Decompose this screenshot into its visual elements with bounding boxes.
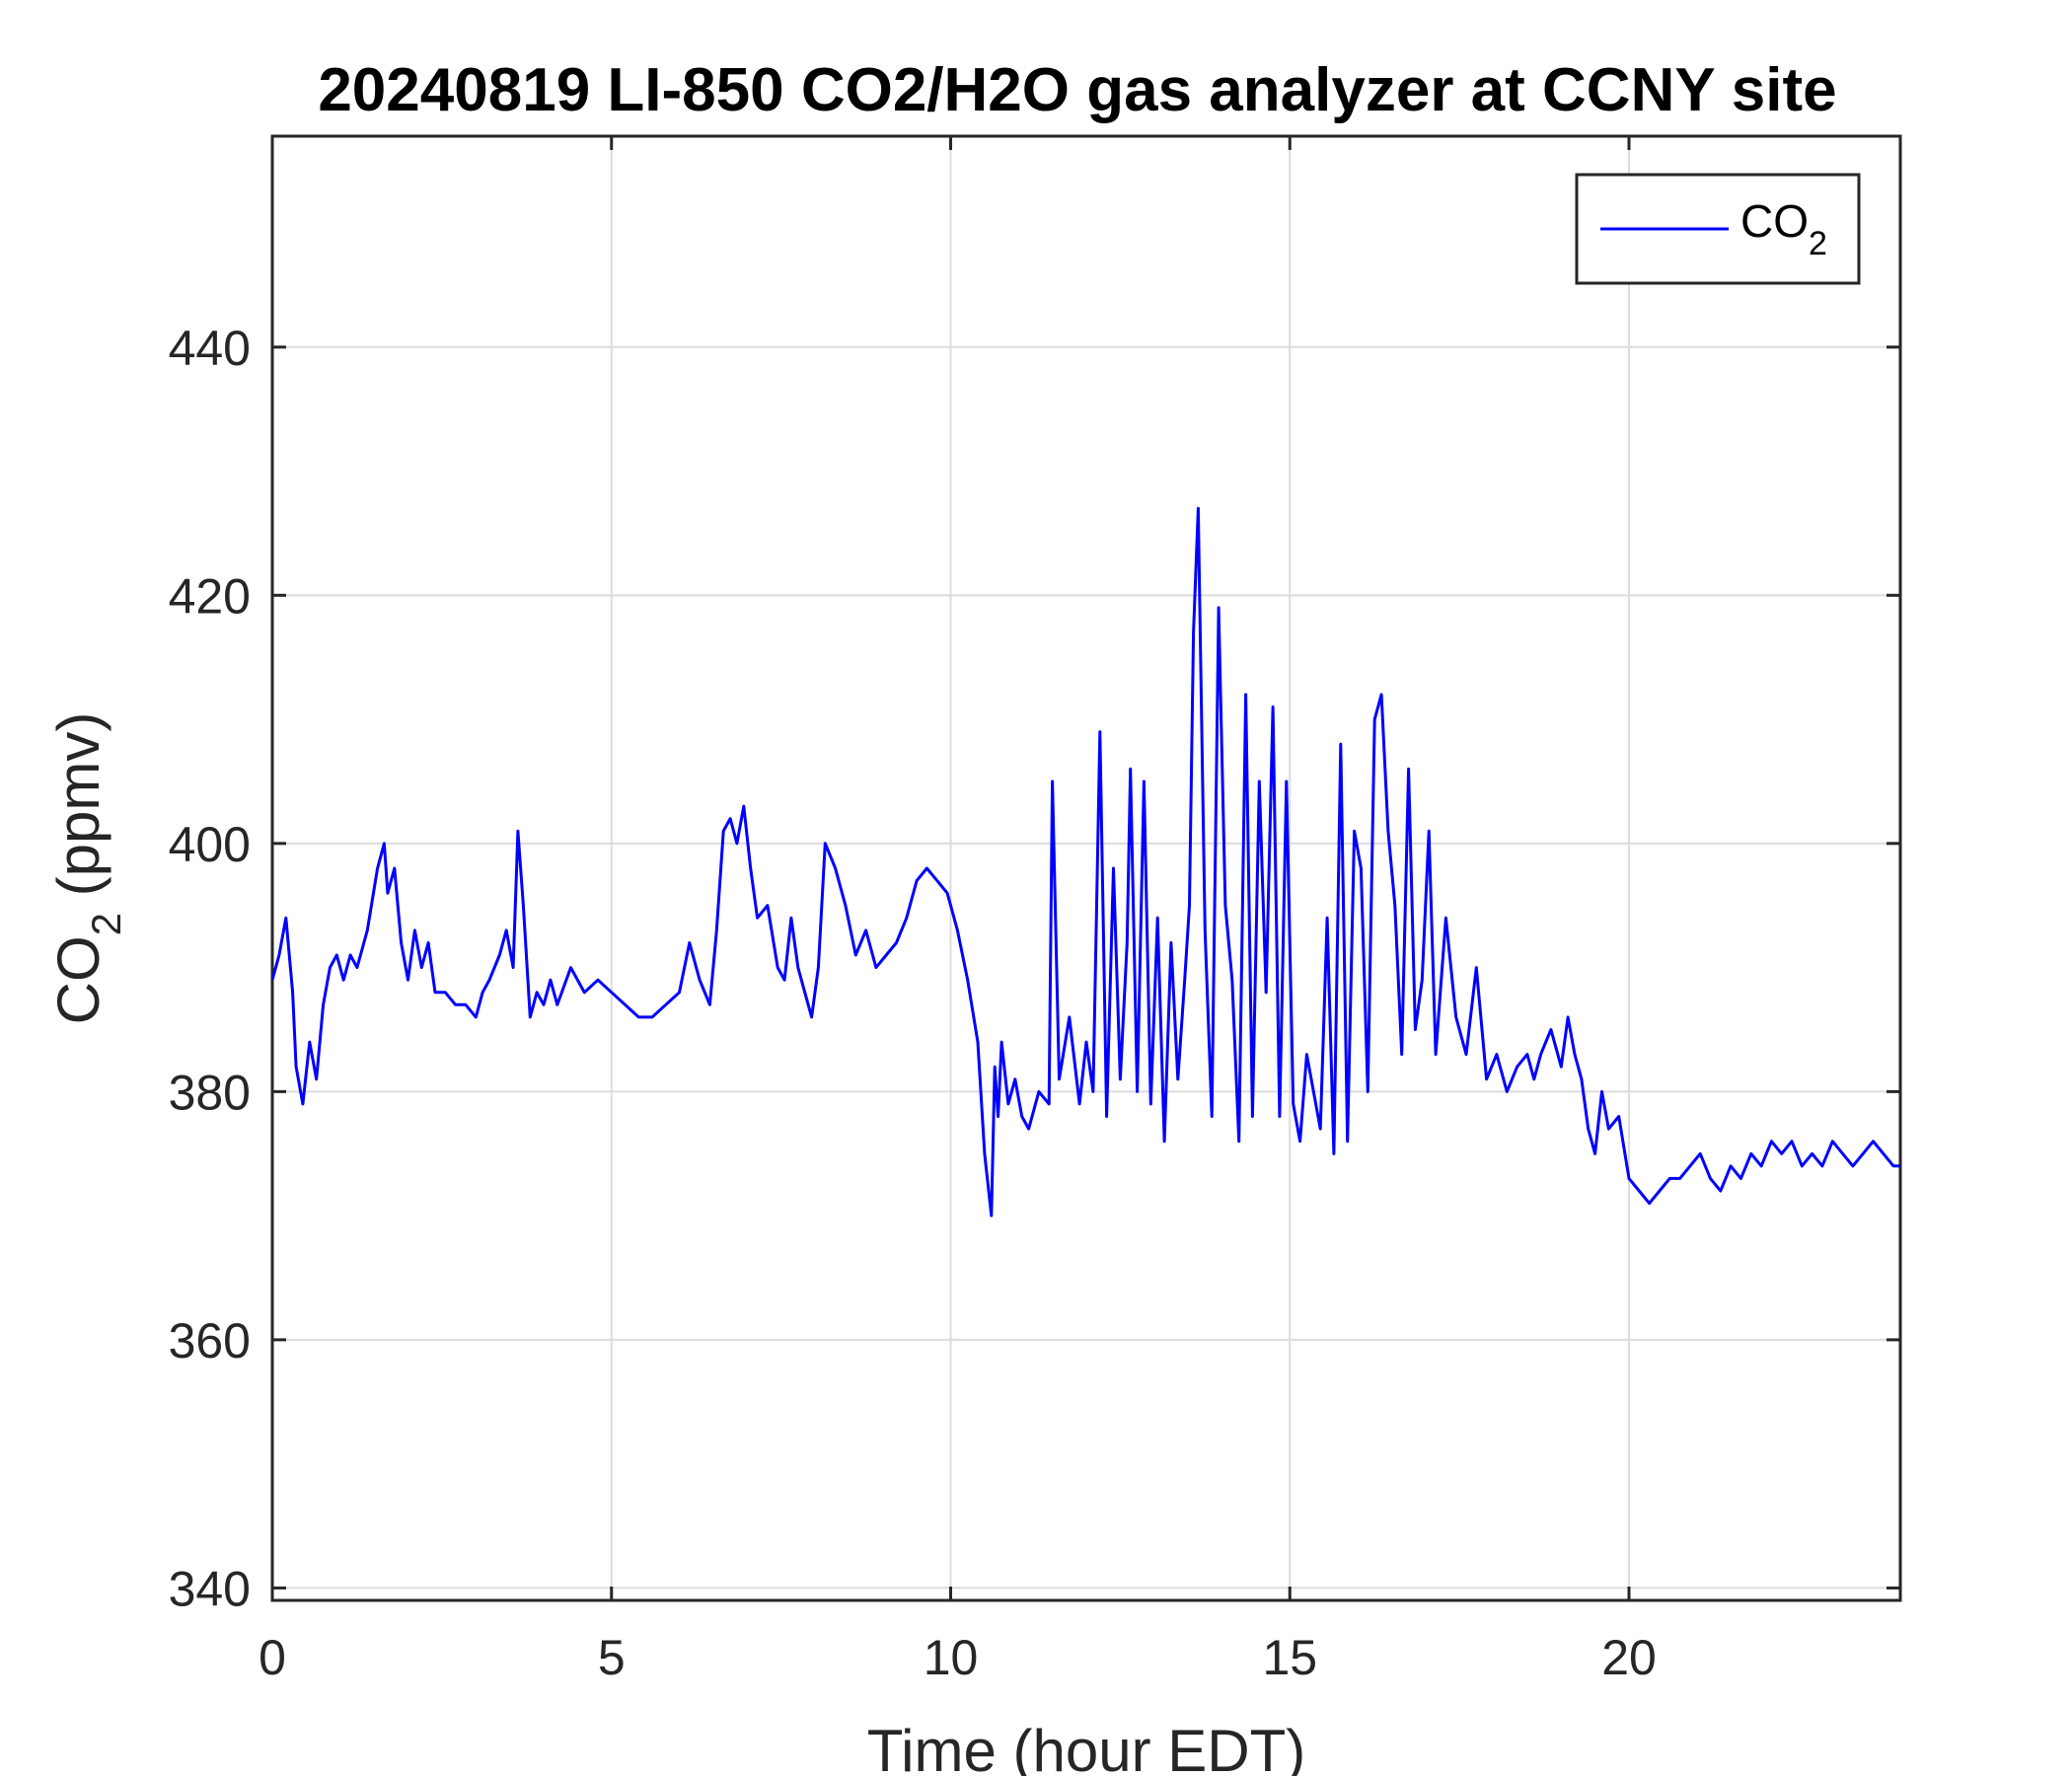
- y-axis-label: CO2 (ppmv): [45, 712, 129, 1025]
- y-tick-label: 420: [169, 568, 251, 624]
- x-tick-label: 0: [259, 1630, 286, 1685]
- y-tick-label: 400: [169, 817, 251, 872]
- plot-frame: [270, 134, 1902, 1602]
- legend: CO2: [1575, 173, 1861, 285]
- x-tick-label: 20: [1601, 1630, 1657, 1685]
- y-tick-label: 340: [169, 1561, 251, 1616]
- y-axis-label-sub: 2: [83, 913, 129, 935]
- x-axis-label: Time (hour EDT): [867, 1718, 1306, 1776]
- series-line-co2: [270, 506, 1900, 1218]
- grid-lines: [272, 136, 1900, 1600]
- y-axis-label-base: CO: [45, 935, 111, 1024]
- y-tick-label: 360: [169, 1313, 251, 1369]
- chart-title: 20240819 LI-850 CO2/H2O gas analyzer at …: [318, 56, 1836, 124]
- x-tick-label: 5: [598, 1630, 626, 1685]
- x-tick-label: 15: [1262, 1630, 1317, 1685]
- y-tick-label: 440: [169, 321, 251, 376]
- legend-label-base: CO: [1740, 195, 1809, 247]
- legend-label-co2: CO2: [1740, 195, 1827, 262]
- y-tick-label: 380: [169, 1065, 251, 1120]
- y-axis-label-rest: (ppmv): [45, 712, 111, 913]
- x-tick-label: 10: [924, 1630, 979, 1685]
- axis-ticks: 0 5 10 15 20 340 360 380 400 420 440: [169, 136, 1900, 1685]
- legend-label-sub: 2: [1809, 225, 1827, 262]
